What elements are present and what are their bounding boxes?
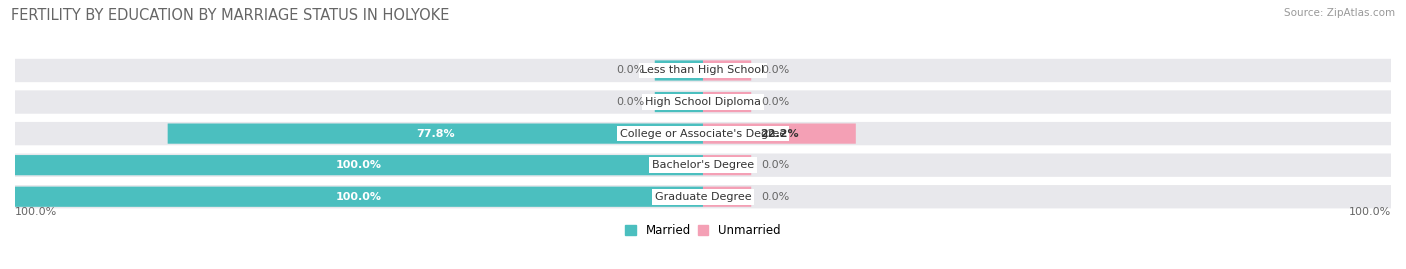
FancyBboxPatch shape: [703, 60, 751, 81]
Text: 0.0%: 0.0%: [616, 97, 644, 107]
Text: 100.0%: 100.0%: [15, 207, 58, 217]
Text: 0.0%: 0.0%: [616, 65, 644, 76]
Text: Less than High School: Less than High School: [641, 65, 765, 76]
FancyBboxPatch shape: [15, 155, 703, 175]
FancyBboxPatch shape: [15, 59, 1391, 82]
FancyBboxPatch shape: [703, 155, 751, 175]
Legend: Married, Unmarried: Married, Unmarried: [620, 219, 786, 242]
FancyBboxPatch shape: [703, 187, 751, 207]
Text: 0.0%: 0.0%: [762, 65, 790, 76]
Text: 77.8%: 77.8%: [416, 129, 454, 139]
Text: 0.0%: 0.0%: [762, 160, 790, 170]
Text: 0.0%: 0.0%: [762, 97, 790, 107]
Text: College or Associate's Degree: College or Associate's Degree: [620, 129, 786, 139]
Text: 100.0%: 100.0%: [1348, 207, 1391, 217]
Text: 22.2%: 22.2%: [761, 129, 799, 139]
FancyBboxPatch shape: [167, 123, 703, 144]
FancyBboxPatch shape: [655, 92, 703, 112]
FancyBboxPatch shape: [15, 187, 703, 207]
Text: FERTILITY BY EDUCATION BY MARRIAGE STATUS IN HOLYOKE: FERTILITY BY EDUCATION BY MARRIAGE STATU…: [11, 8, 450, 23]
FancyBboxPatch shape: [15, 154, 1391, 177]
FancyBboxPatch shape: [703, 92, 751, 112]
FancyBboxPatch shape: [15, 90, 1391, 114]
Text: High School Diploma: High School Diploma: [645, 97, 761, 107]
FancyBboxPatch shape: [15, 185, 1391, 208]
Text: Bachelor's Degree: Bachelor's Degree: [652, 160, 754, 170]
Text: Graduate Degree: Graduate Degree: [655, 192, 751, 202]
FancyBboxPatch shape: [655, 60, 703, 81]
FancyBboxPatch shape: [15, 122, 1391, 145]
FancyBboxPatch shape: [703, 123, 856, 144]
Text: 100.0%: 100.0%: [336, 160, 382, 170]
Text: Source: ZipAtlas.com: Source: ZipAtlas.com: [1284, 8, 1395, 18]
Text: 0.0%: 0.0%: [762, 192, 790, 202]
Text: 100.0%: 100.0%: [336, 192, 382, 202]
